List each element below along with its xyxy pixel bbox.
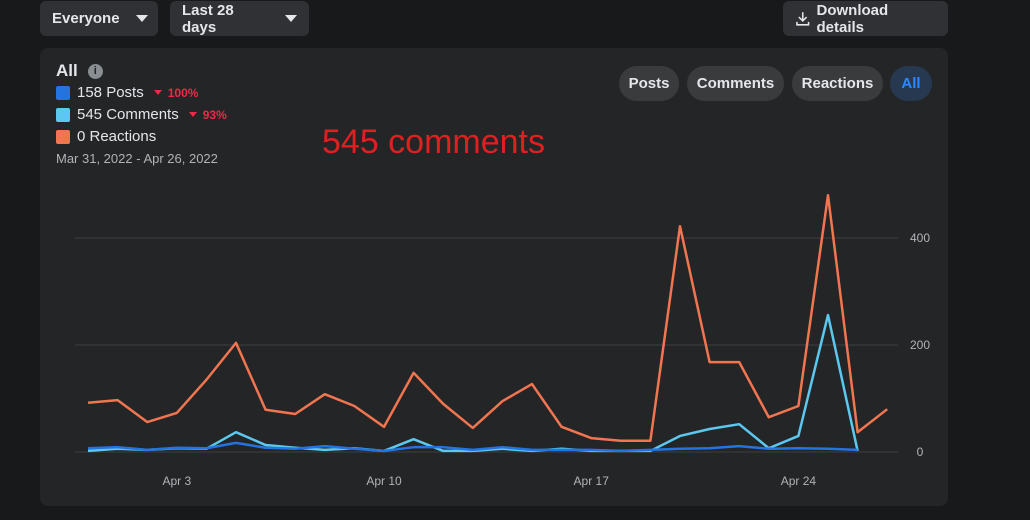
legend-item: 158 Posts 100%: [56, 84, 198, 101]
annotation: 545 comments: [322, 123, 545, 161]
download-icon: [796, 11, 810, 26]
y-tick-label: 400: [910, 231, 930, 245]
dropdown-label: Last 28 days: [182, 1, 234, 36]
period-dropdown[interactable]: Last 28 days: [170, 1, 309, 36]
legend-swatch: [56, 85, 70, 100]
info-icon[interactable]: i: [87, 63, 103, 79]
legend-change: 93%: [189, 108, 227, 122]
title-text: All: [56, 61, 78, 80]
legend-label: 0 Reactions: [77, 128, 157, 145]
y-tick-label: 200: [910, 338, 930, 352]
legend-label: 545 Comments: [77, 106, 179, 123]
legend-swatch: [56, 129, 70, 144]
x-tick-label: Apr 17: [574, 474, 610, 488]
button-label: Download details: [816, 1, 889, 36]
audience-dropdown[interactable]: Everyone: [40, 1, 158, 36]
legend-change: 100%: [154, 86, 199, 100]
series-line: [87, 441, 858, 453]
insights-card: All i 158 Posts 100% 545 Comments 93% 0 Re…: [40, 48, 948, 506]
legend-item: 545 Comments 93%: [56, 106, 227, 123]
tab[interactable]: Comments: [687, 66, 784, 101]
dropdown-label: Everyone: [52, 10, 120, 27]
download-button[interactable]: Download details: [783, 1, 948, 36]
date-range: Mar 31, 2022 - Apr 26, 2022: [56, 151, 218, 166]
tab[interactable]: Reactions: [792, 66, 883, 101]
legend-item: 0 Reactions: [56, 128, 156, 145]
caret: [285, 15, 297, 22]
caret: [135, 15, 148, 22]
legend-label: 158 Posts: [77, 84, 144, 101]
tab[interactable]: Posts: [619, 66, 679, 101]
x-tick-label: Apr 3: [162, 474, 191, 488]
card-title: All i: [56, 61, 103, 81]
x-tick-label: Apr 10: [366, 474, 402, 488]
legend-swatch: [56, 107, 70, 122]
x-tick-label: Apr 24: [781, 474, 817, 488]
tab[interactable]: All: [890, 66, 932, 101]
y-tick-label: 0: [917, 445, 924, 459]
series-line: [87, 193, 888, 443]
